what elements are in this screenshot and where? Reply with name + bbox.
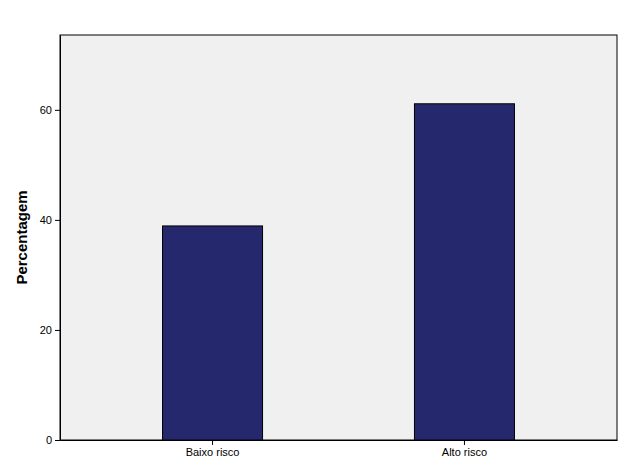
x-tick-mark [212, 440, 213, 445]
y-tick-mark [55, 110, 60, 111]
y-tick-label: 60 [40, 104, 52, 116]
x-tick: Baixo risco [186, 440, 240, 458]
plot-background [60, 35, 617, 440]
chart: 0 20 40 60 Baixo risco Alto risco Percentagem [0, 0, 625, 466]
y-tick: 60 [40, 104, 60, 116]
y-tick: 20 [40, 324, 60, 336]
y-tick: 40 [40, 214, 60, 226]
x-axis: Baixo risco Alto risco [61, 440, 618, 458]
x-tick-label: Alto risco [442, 446, 487, 458]
plot: 0 20 40 60 Baixo risco Alto risco [40, 35, 618, 458]
y-axis-title: Percentagem [13, 190, 30, 284]
y-tick-mark [55, 330, 60, 331]
y-tick-label: 0 [46, 434, 52, 446]
bar [414, 104, 514, 440]
x-tick-label: Baixo risco [186, 446, 240, 458]
y-tick-mark [55, 220, 60, 221]
bars [163, 104, 515, 440]
y-axis-line [60, 36, 61, 441]
bar [163, 226, 263, 440]
x-tick-mark [464, 440, 465, 445]
x-tick: Alto risco [442, 440, 487, 458]
x-axis-line [61, 440, 618, 441]
y-axis: 0 20 40 60 [40, 36, 61, 447]
y-tick: 0 [46, 434, 60, 446]
y-tick-mark [55, 440, 60, 441]
y-tick-label: 20 [40, 324, 52, 336]
y-tick-label: 40 [40, 214, 52, 226]
